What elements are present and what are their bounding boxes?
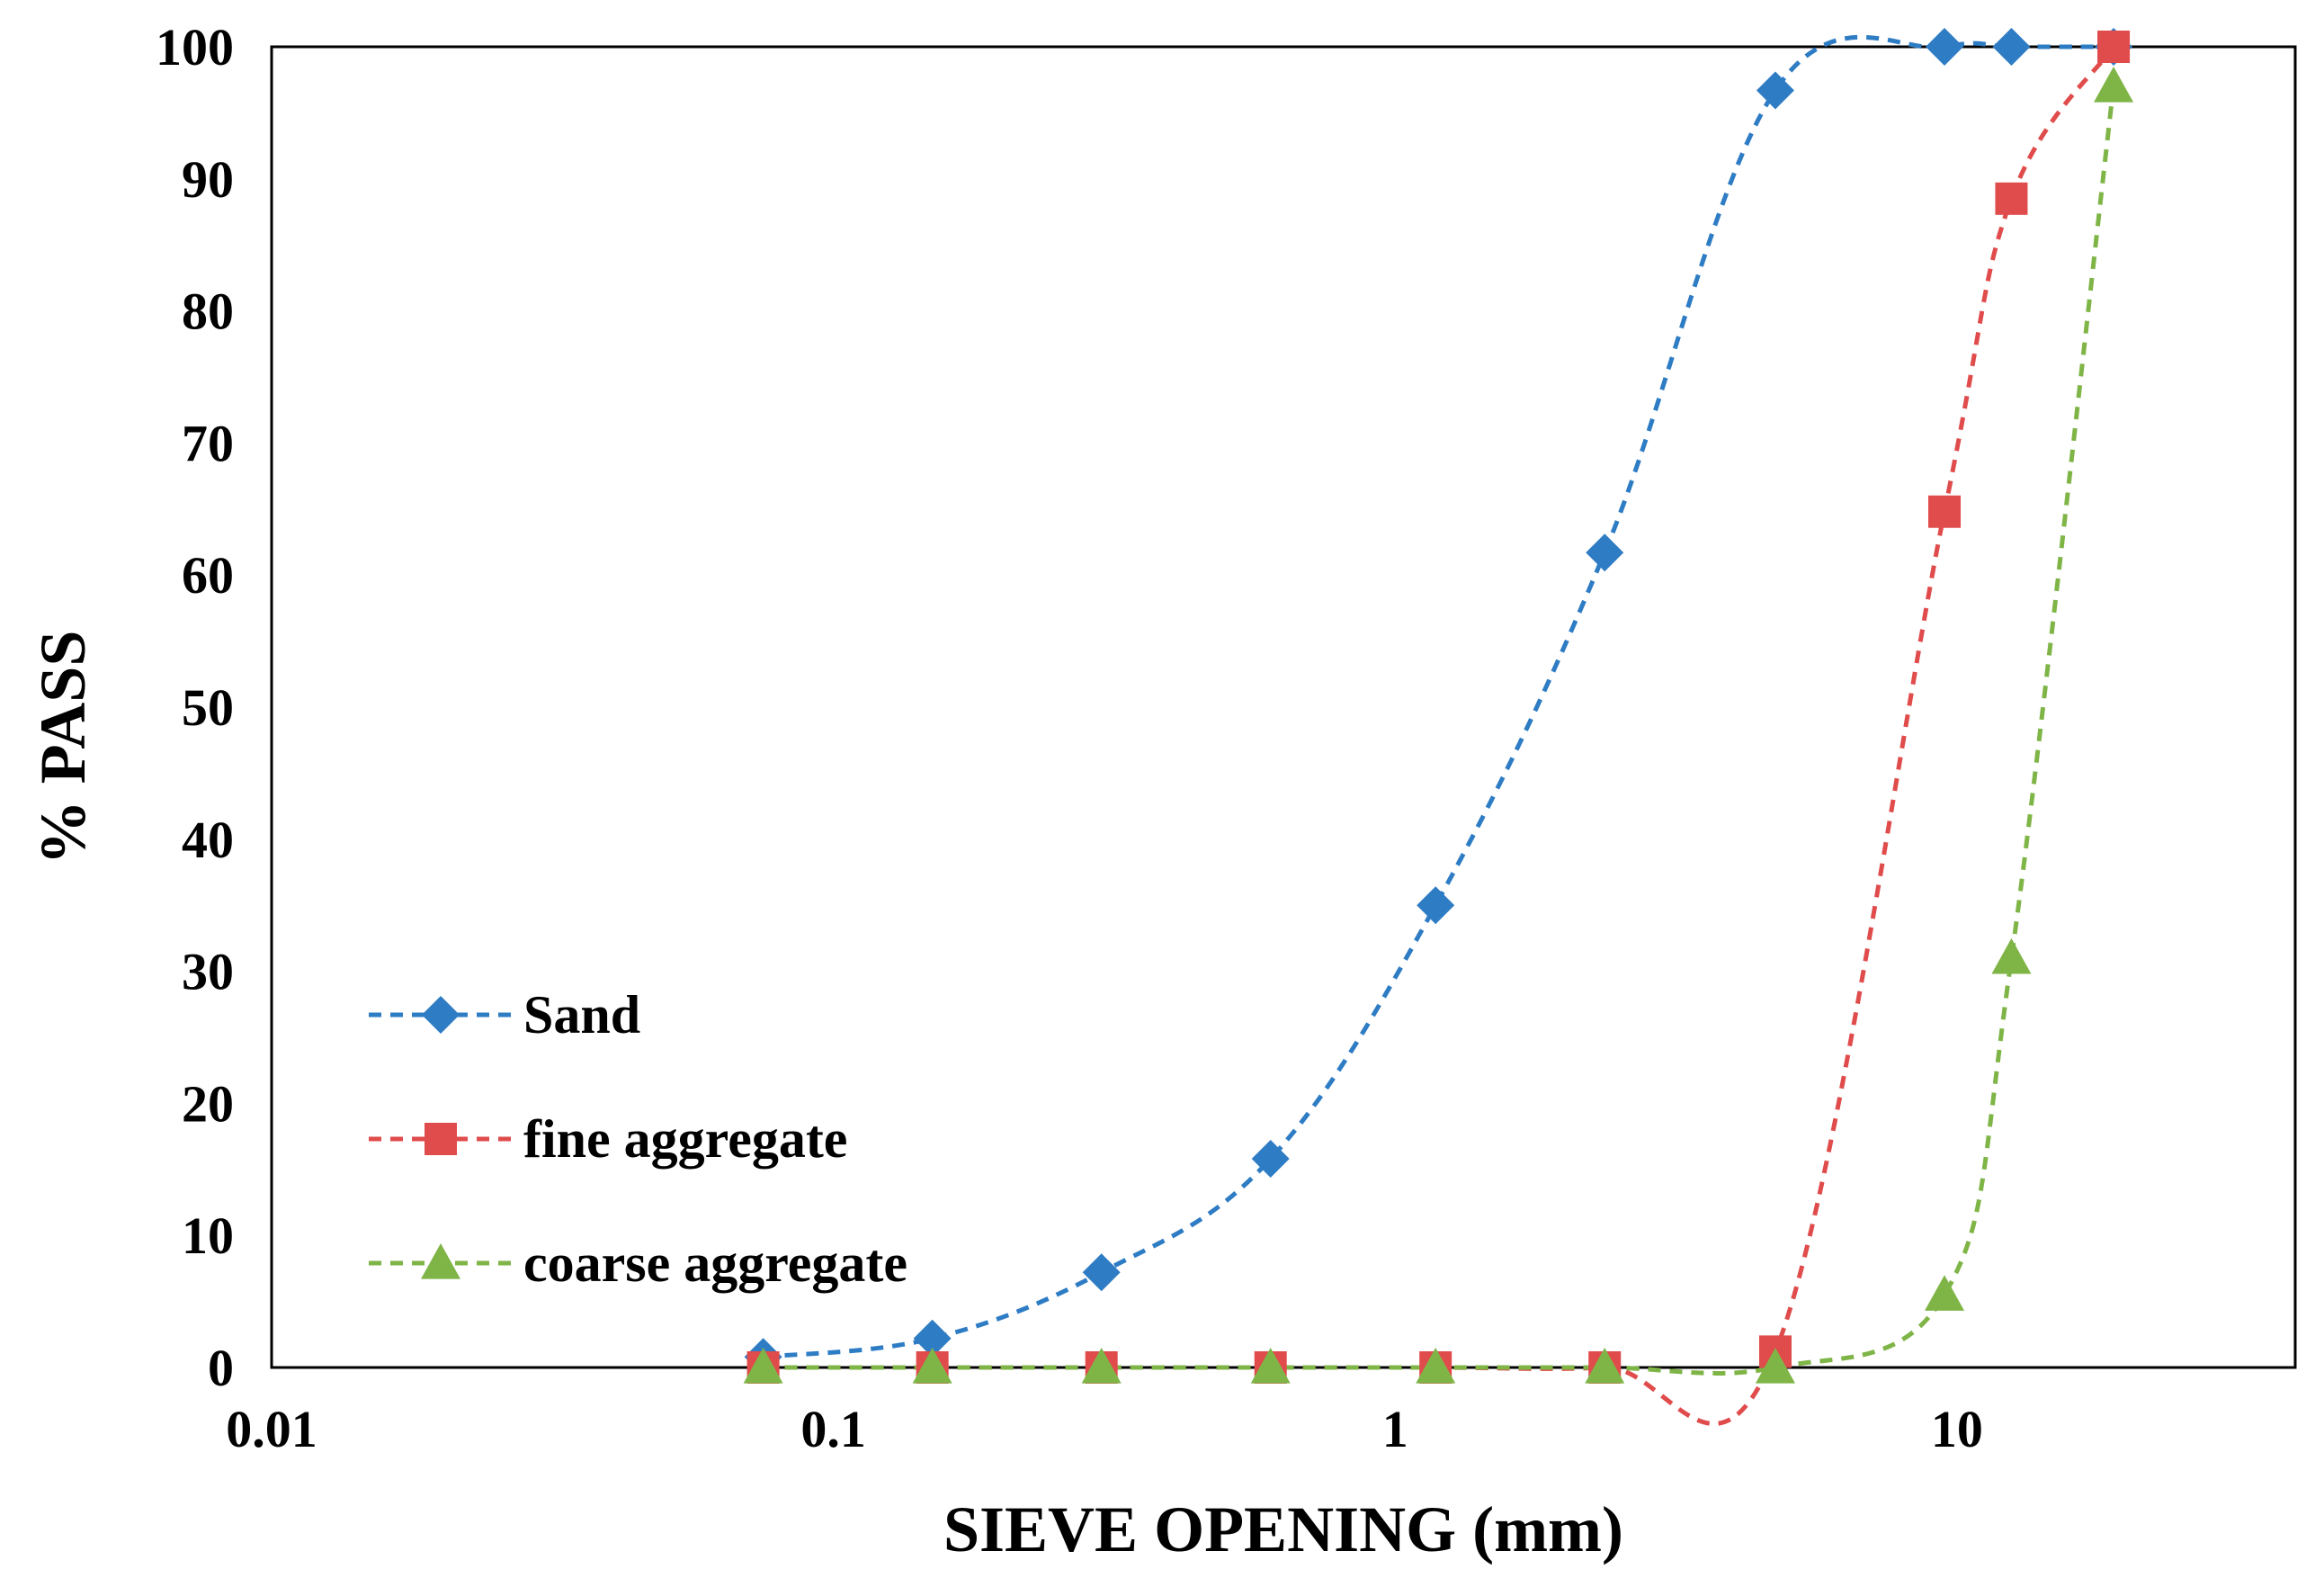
legend-marker-coarse-aggregate	[421, 1243, 460, 1279]
legend-label-fine-aggregate: fine aggregate	[523, 1109, 847, 1169]
coarse-aggregate-point	[1585, 1348, 1625, 1384]
y-tick-label: 80	[182, 282, 234, 341]
coarse-aggregate-point	[1925, 1275, 1965, 1311]
y-tick-label: 60	[182, 546, 234, 605]
sand-point	[1417, 886, 1455, 925]
x-tick-label: 1	[1382, 1400, 1408, 1458]
x-axis-ticks: 0.01 0.1 1 10	[226, 1400, 1983, 1458]
y-tick-label: 100	[156, 18, 234, 76]
y-tick-label: 40	[182, 811, 234, 869]
x-tick-label: 10	[1931, 1400, 1983, 1458]
coarse-aggregate-point	[1250, 1348, 1291, 1384]
x-tick-label: 0.1	[800, 1400, 866, 1458]
y-tick-label: 90	[182, 150, 234, 209]
x-tick-label: 0.01	[226, 1400, 317, 1458]
y-axis-ticks: 0 10 20 30 40 50 60 70 80 90 100	[156, 18, 234, 1397]
y-tick-label: 70	[182, 414, 234, 472]
coarse-aggregate-point	[1081, 1348, 1122, 1384]
fine-aggregate-point	[1995, 182, 2028, 215]
coarse-aggregate-point	[1416, 1348, 1456, 1384]
legend-marker-fine-aggregate	[425, 1123, 457, 1155]
legend-label-coarse-aggregate: coarse aggregate	[523, 1233, 907, 1293]
y-tick-label: 0	[208, 1339, 234, 1397]
sand-point	[1992, 28, 2031, 66]
coarse-aggregate-point	[1991, 937, 2032, 974]
legend: Sand fine aggregate coarse aggregate	[369, 985, 907, 1293]
y-tick-label: 20	[182, 1074, 234, 1133]
sand-point	[913, 1319, 952, 1358]
plot-area	[270, 45, 2297, 1369]
y-tick-label: 10	[182, 1206, 234, 1265]
sand-point	[1756, 71, 1794, 110]
coarse-aggregate-point	[1755, 1348, 1795, 1384]
coarse-aggregate-point	[2094, 67, 2134, 103]
y-tick-label: 50	[182, 678, 234, 737]
y-axis-title: % PASS	[27, 631, 99, 865]
coarse-aggregate-line	[763, 85, 2116, 1376]
coarse-aggregate-point	[743, 1348, 783, 1384]
x-axis-title: SIEVE OPENING (mm)	[943, 1493, 1623, 1565]
sand-point	[1586, 533, 1624, 572]
fine-aggregate-point	[1928, 495, 1962, 528]
legend-label-sand: Sand	[523, 985, 640, 1045]
y-tick-label: 30	[182, 943, 234, 1001]
sand-point	[1926, 28, 1964, 66]
coarse-aggregate-point	[912, 1348, 952, 1384]
sand-point	[1251, 1140, 1290, 1179]
fine-aggregate-point	[2097, 31, 2131, 63]
series-markers	[743, 28, 2134, 1384]
legend-marker-sand	[422, 996, 460, 1034]
sand-point	[1082, 1253, 1121, 1292]
